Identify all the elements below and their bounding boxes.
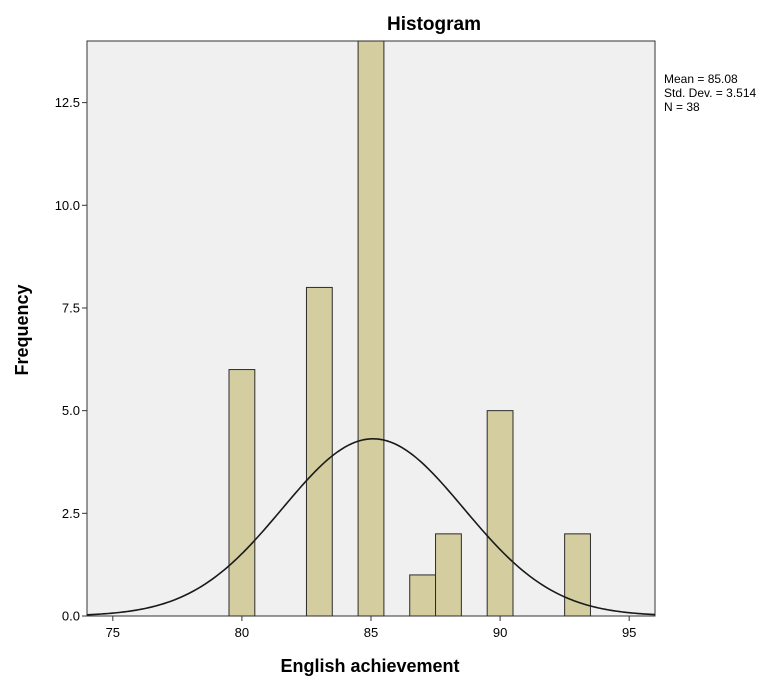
normal-curve [86, 438, 656, 616]
bars-group [228, 40, 591, 617]
x-tick-label: 85 [364, 625, 378, 640]
x-axis-label: English achievement [280, 656, 459, 676]
y-tick-label: 12.5 [55, 95, 80, 110]
x-tick-label: 75 [106, 625, 120, 640]
histogram-bar [486, 410, 514, 617]
y-tick-label: 0.0 [62, 609, 80, 624]
x-axis: 75 80 85 90 95 [106, 616, 636, 640]
histogram-bar [409, 574, 437, 617]
y-axis: 0.0 2.5 5.0 7.5 10.0 12.5 [55, 95, 87, 624]
chart-title: Histogram [387, 14, 481, 35]
stats-line: Std. Dev. = 3.514 [664, 86, 756, 100]
y-tick-label: 7.5 [62, 300, 80, 315]
x-tick-label: 90 [493, 625, 507, 640]
stats-line: N = 38 [664, 100, 700, 114]
y-tick-label: 5.0 [62, 403, 80, 418]
histogram-bar [435, 533, 462, 617]
histogram-bar [564, 533, 591, 617]
histogram-bar [357, 40, 385, 617]
y-tick-label: 10.0 [55, 198, 80, 213]
histogram-bar [305, 286, 333, 617]
y-axis-label: Frequency [12, 284, 32, 375]
x-tick-label: 95 [622, 625, 636, 640]
stats-line: Mean = 85.08 [664, 72, 738, 86]
y-tick-label: 2.5 [62, 506, 80, 521]
x-tick-label: 80 [235, 625, 249, 640]
histogram-bar [228, 369, 256, 617]
